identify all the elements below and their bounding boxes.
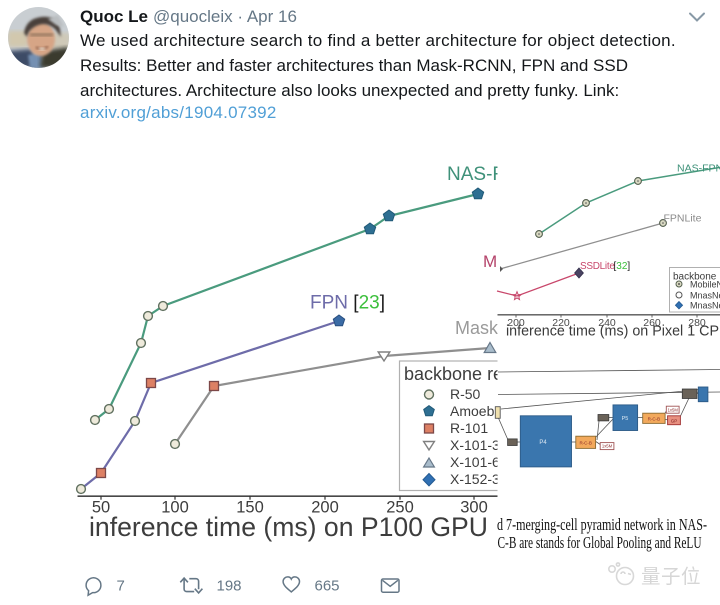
svg-text:backbone: backbone [673,272,717,283]
svg-text:300: 300 [460,499,488,517]
svg-text:M: M [483,252,497,271]
svg-text:220: 220 [552,317,570,329]
svg-text:1x5M: 1x5M [668,408,679,413]
svg-text:R-C-B: R-C-B [648,417,661,422]
svg-text:量子位: 量子位 [641,566,701,588]
svg-text:7: 7 [117,578,125,595]
svg-text:FPN [23]: FPN [23] [310,293,385,314]
svg-text:200: 200 [311,499,339,517]
svg-text:R-C-B: R-C-B [579,441,592,446]
svg-text:inference time (ms) on Pixel 1: inference time (ms) on Pixel 1 CP [506,323,719,340]
svg-text:backbone re: backbone re [404,364,503,384]
svg-text:X-101-32: X-101-32 [450,437,508,453]
svg-text:260: 260 [643,317,661,329]
svg-text:MobileN: MobileN [690,280,720,290]
svg-text:665: 665 [315,578,340,595]
svg-text:MnasNe: MnasNe [690,301,720,311]
svg-text:240: 240 [598,317,616,329]
svg-text:50: 50 [92,499,110,517]
svg-text:198: 198 [217,578,242,595]
svg-text:P5: P5 [622,416,629,422]
svg-text:R-50: R-50 [450,386,481,402]
svg-text:[32]: [32] [614,261,631,272]
svg-text:X-101-64: X-101-64 [450,454,508,470]
svg-text:NAS-FPNLite: NAS-FPNLite [677,163,720,175]
svg-text:d 7-merging-cell pyramid netwo: d 7-merging-cell pyramid network in NAS- [497,515,707,534]
svg-text:SSDLite: SSDLite [580,261,615,272]
svg-text:FPNLite: FPNLite [664,213,702,225]
svg-text:GP: GP [671,419,678,424]
svg-text:C-B are stands for Global Pool: C-B are stands for Global Pooling and Re… [498,533,702,552]
svg-text:250: 250 [386,499,414,517]
svg-text:MnasNe: MnasNe [690,291,720,301]
svg-text:X-152-32: X-152-32 [450,471,508,487]
svg-text:280: 280 [688,317,706,329]
svg-text:inference time (ms) on P100 GP: inference time (ms) on P100 GPU [89,512,488,542]
svg-text:1x5M: 1x5M [602,444,613,449]
svg-text:100: 100 [161,499,189,517]
svg-text:P4: P4 [539,440,547,446]
svg-text:R-101: R-101 [450,420,488,436]
svg-text:150: 150 [236,499,264,517]
svg-text:200: 200 [507,317,525,329]
